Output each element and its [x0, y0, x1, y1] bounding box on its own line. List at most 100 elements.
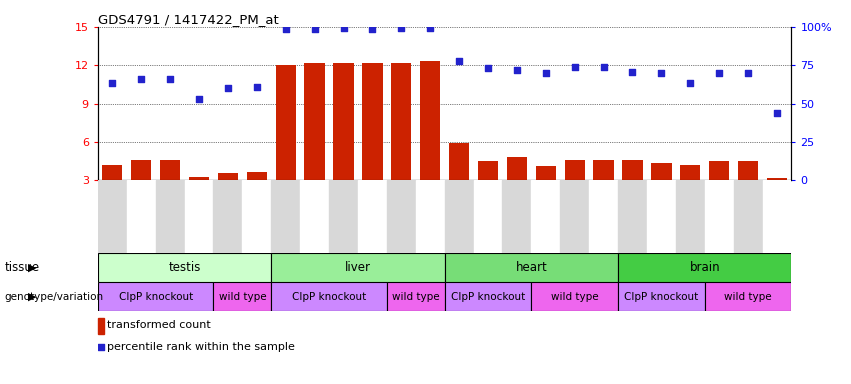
Text: genotype/variation: genotype/variation — [4, 291, 103, 302]
Point — [510, 67, 523, 73]
Point — [741, 70, 755, 76]
Bar — [131, 160, 151, 180]
Bar — [98, 180, 127, 253]
Bar — [767, 178, 787, 180]
Bar — [531, 180, 560, 253]
Text: GDS4791 / 1417422_PM_at: GDS4791 / 1417422_PM_at — [98, 13, 278, 26]
Bar — [734, 180, 762, 253]
Bar — [478, 161, 498, 180]
Bar — [160, 160, 180, 180]
Bar — [189, 177, 209, 180]
Text: wild type: wild type — [724, 291, 772, 302]
Bar — [589, 180, 618, 253]
Text: wild type: wild type — [219, 291, 266, 302]
Bar — [618, 253, 791, 282]
Bar — [358, 180, 387, 253]
Text: brain: brain — [689, 262, 720, 274]
Bar — [218, 173, 238, 180]
Bar — [705, 282, 791, 311]
Text: wild type: wild type — [392, 291, 440, 302]
Bar — [300, 180, 329, 253]
Bar — [535, 166, 556, 180]
Text: ▶: ▶ — [28, 291, 37, 302]
Text: wild type: wild type — [551, 291, 598, 302]
Bar — [560, 180, 589, 253]
Bar — [185, 180, 214, 253]
Bar — [762, 180, 791, 253]
Text: percentile rank within the sample: percentile rank within the sample — [106, 342, 294, 352]
Bar — [387, 180, 416, 253]
Bar — [473, 180, 502, 253]
Bar — [502, 180, 531, 253]
Bar — [444, 253, 618, 282]
Point — [597, 63, 610, 70]
Bar — [334, 63, 354, 180]
Bar — [618, 180, 647, 253]
Bar — [618, 282, 705, 311]
Text: ClpP knockout: ClpP knockout — [451, 291, 525, 302]
Bar — [444, 282, 531, 311]
Text: ClpP knockout: ClpP knockout — [625, 291, 699, 302]
Point — [683, 80, 697, 86]
Point — [539, 70, 552, 76]
Bar — [156, 180, 185, 253]
Point — [712, 70, 726, 76]
Point — [308, 26, 322, 33]
Bar — [593, 160, 614, 180]
Bar — [449, 143, 469, 180]
Point — [192, 96, 206, 102]
Text: ▶: ▶ — [28, 263, 37, 273]
Bar — [98, 318, 104, 333]
Bar — [647, 180, 676, 253]
Bar — [738, 161, 758, 180]
Point — [163, 76, 177, 83]
Point — [366, 26, 380, 33]
Bar — [651, 162, 671, 180]
Bar — [705, 180, 734, 253]
Bar — [622, 160, 643, 180]
Bar — [127, 180, 156, 253]
Point — [452, 58, 465, 65]
Point — [424, 25, 437, 31]
Point — [106, 80, 119, 86]
Bar — [416, 180, 444, 253]
Point — [221, 85, 235, 91]
Bar — [676, 180, 705, 253]
Point — [134, 76, 148, 83]
Point — [625, 69, 639, 75]
Bar — [387, 282, 444, 311]
Bar — [271, 180, 300, 253]
Bar — [680, 165, 700, 180]
Text: ClpP knockout: ClpP knockout — [292, 291, 366, 302]
Bar — [276, 65, 296, 180]
Bar — [564, 160, 585, 180]
Bar — [305, 63, 325, 180]
Bar — [98, 282, 214, 311]
Point — [279, 26, 293, 33]
Bar — [329, 180, 358, 253]
Text: heart: heart — [516, 262, 547, 274]
Bar — [391, 63, 411, 180]
Point — [770, 109, 784, 116]
Point — [94, 344, 108, 350]
Bar — [98, 253, 271, 282]
Bar — [709, 161, 729, 180]
Text: testis: testis — [168, 262, 201, 274]
Bar — [243, 180, 271, 253]
Point — [250, 84, 264, 90]
Bar — [363, 63, 382, 180]
Bar — [531, 282, 618, 311]
Bar — [214, 282, 271, 311]
Bar — [271, 282, 387, 311]
Point — [481, 65, 494, 71]
Text: liver: liver — [345, 262, 371, 274]
Text: transformed count: transformed count — [106, 320, 210, 330]
Bar — [214, 180, 243, 253]
Bar — [247, 172, 267, 180]
Bar — [444, 180, 473, 253]
Bar — [507, 157, 527, 180]
Text: ClpP knockout: ClpP knockout — [118, 291, 193, 302]
Point — [337, 25, 351, 31]
Bar — [271, 253, 445, 282]
Text: tissue: tissue — [4, 262, 39, 274]
